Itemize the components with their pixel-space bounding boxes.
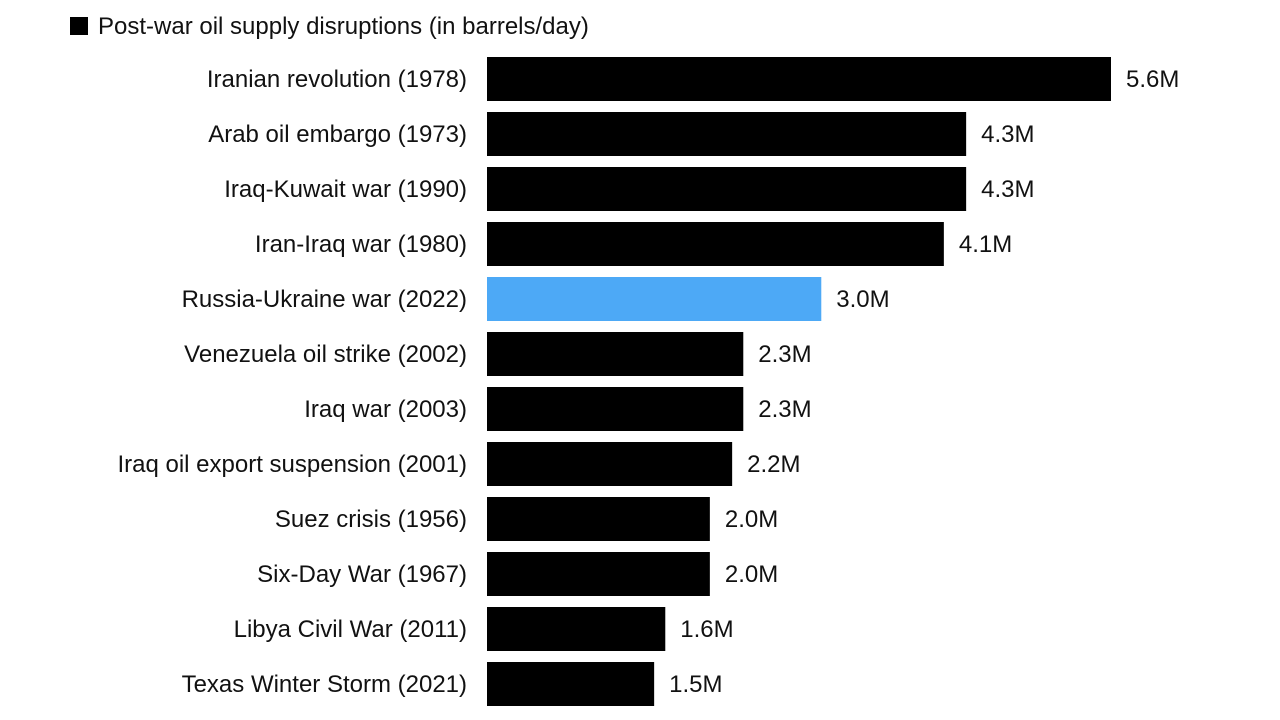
category-label: Libya Civil War (2011) — [234, 616, 467, 643]
value-label: 4.3M — [981, 121, 1034, 148]
category-label: Iraq war (2003) — [304, 396, 467, 423]
bar — [487, 57, 1111, 101]
category-label: Six-Day War (1967) — [257, 561, 467, 588]
legend-label: Post-war oil supply disruptions (in barr… — [98, 13, 589, 40]
value-label: 4.3M — [981, 176, 1034, 203]
category-label: Suez crisis (1956) — [275, 506, 467, 533]
value-label: 1.5M — [669, 671, 722, 698]
value-label: 3.0M — [836, 286, 889, 313]
category-label: Iraq-Kuwait war (1990) — [224, 176, 467, 203]
category-label: Arab oil embargo (1973) — [208, 121, 467, 148]
bar — [487, 662, 655, 706]
category-label: Russia-Ukraine war (2022) — [182, 286, 467, 313]
category-label: Texas Winter Storm (2021) — [182, 671, 467, 698]
bar — [487, 497, 710, 541]
bar — [487, 332, 744, 376]
legend-swatch — [70, 17, 88, 35]
bar — [487, 222, 944, 266]
legend: Post-war oil supply disruptions (in barr… — [70, 13, 589, 40]
category-label: Iran-Iraq war (1980) — [255, 231, 467, 258]
bar — [487, 607, 666, 651]
category-label: Iraq oil export suspension (2001) — [117, 451, 467, 478]
value-label: 2.0M — [725, 561, 778, 588]
value-label: 5.6M — [1126, 66, 1179, 93]
value-label: 2.2M — [747, 451, 800, 478]
value-label: 1.6M — [680, 616, 733, 643]
value-label: 2.3M — [758, 341, 811, 368]
bar — [487, 387, 744, 431]
bars-group: Iranian revolution (1978) 5.6M Arab oil em… — [117, 57, 1179, 706]
bar — [487, 112, 967, 156]
category-label: Iranian revolution (1978) — [207, 66, 467, 93]
value-label: 2.0M — [725, 506, 778, 533]
bar — [487, 442, 733, 486]
bar-highlighted — [487, 277, 822, 321]
value-label: 4.1M — [959, 231, 1012, 258]
bar — [487, 167, 967, 211]
value-label: 2.3M — [758, 396, 811, 423]
bar — [487, 552, 710, 596]
category-label: Venezuela oil strike (2002) — [184, 341, 467, 368]
